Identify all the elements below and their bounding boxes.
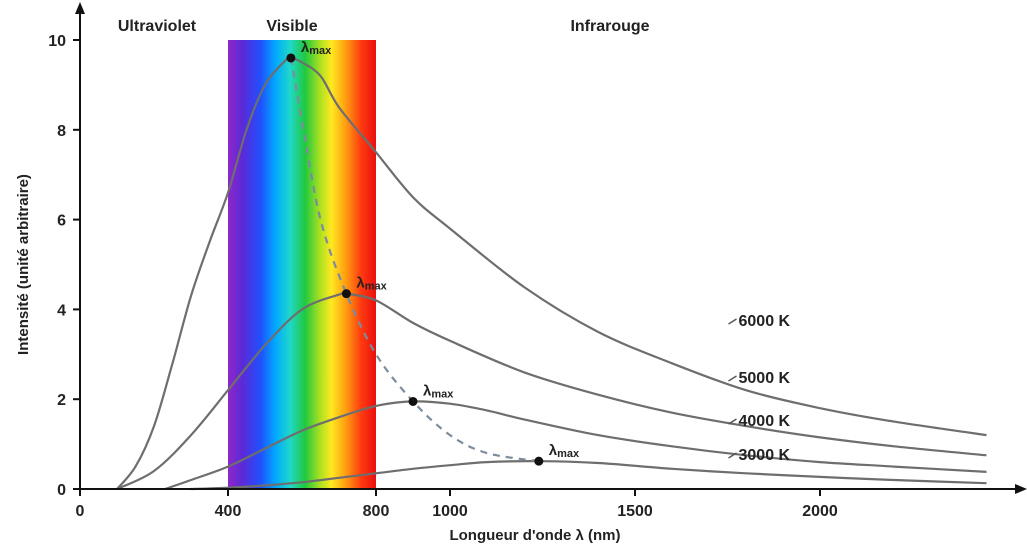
x-tick-label: 800 bbox=[363, 503, 390, 520]
series-labels: 6000 K 5000 K 4000 K 3000 K bbox=[728, 313, 791, 464]
y-tick: 10 bbox=[48, 33, 80, 50]
y-tick: 4 bbox=[57, 302, 80, 319]
x-tick: 1000 bbox=[432, 489, 468, 520]
peak-point bbox=[286, 53, 296, 63]
y-tick-label: 10 bbox=[48, 33, 66, 50]
x-tick-label: 1500 bbox=[617, 503, 653, 520]
peak-label: λmax bbox=[423, 382, 454, 400]
peak-point bbox=[534, 456, 544, 466]
series-label: 5000 K bbox=[728, 370, 791, 387]
series-curve bbox=[116, 291, 987, 490]
x-tick: 0 bbox=[76, 489, 85, 520]
x-tick-label: 400 bbox=[215, 503, 242, 520]
peak-label: λmax bbox=[549, 442, 580, 460]
series-curve bbox=[116, 56, 987, 490]
y-axis-arrow bbox=[75, 2, 85, 14]
y-tick-label: 8 bbox=[57, 123, 66, 140]
x-tick-label: 1000 bbox=[432, 503, 468, 520]
region-label: Infrarouge bbox=[570, 18, 649, 35]
peak-point bbox=[341, 289, 351, 299]
series-curve bbox=[190, 460, 987, 491]
x-ticks: 0 400 800 1000 1500 2000 bbox=[76, 489, 838, 520]
peak-marker: λmax bbox=[534, 442, 580, 466]
series-label: 4000 K bbox=[728, 413, 791, 430]
y-tick-label: 6 bbox=[57, 213, 66, 230]
y-tick-label: 0 bbox=[57, 482, 66, 499]
wien-dashed-curve bbox=[289, 57, 539, 463]
series-curve bbox=[164, 400, 987, 491]
x-tick: 400 bbox=[215, 489, 242, 520]
series-label-text: 6000 K bbox=[739, 313, 791, 330]
x-axis-arrow bbox=[1015, 484, 1027, 494]
y-tick: 6 bbox=[57, 213, 80, 230]
y-tick: 8 bbox=[57, 123, 80, 140]
series-label: 3000 K bbox=[728, 447, 791, 464]
series-label-text: 5000 K bbox=[739, 370, 791, 387]
y-tick: 0 bbox=[57, 482, 80, 499]
x-tick-label: 2000 bbox=[802, 503, 838, 520]
x-tick-label: 0 bbox=[76, 503, 85, 520]
region-label: Visible bbox=[266, 18, 317, 35]
peak-label: λmax bbox=[356, 275, 387, 293]
peak-markers: λmax λmax λmax λmax bbox=[286, 39, 580, 466]
series-label: 6000 K bbox=[728, 313, 791, 330]
x-tick: 800 bbox=[363, 489, 390, 520]
series-label-text: 3000 K bbox=[739, 447, 791, 464]
visible-spectrum-band bbox=[228, 40, 376, 489]
y-ticks: 0 2 4 6 8 10 bbox=[48, 33, 80, 499]
peak-label: λmax bbox=[301, 39, 332, 57]
y-tick-label: 2 bbox=[57, 392, 66, 409]
y-axis-label: Intensité (unité arbitraire) bbox=[15, 174, 32, 355]
peak-marker: λmax bbox=[286, 39, 332, 63]
x-tick: 1500 bbox=[617, 489, 653, 520]
region-label: Ultraviolet bbox=[118, 18, 197, 35]
peak-marker: λmax bbox=[341, 275, 388, 299]
y-tick-label: 4 bbox=[57, 302, 66, 319]
series-label-text: 4000 K bbox=[739, 413, 791, 430]
peak-marker: λmax bbox=[408, 382, 454, 406]
x-tick: 2000 bbox=[802, 489, 838, 520]
peak-point bbox=[408, 396, 418, 406]
y-tick: 2 bbox=[57, 392, 80, 409]
region-labels: Ultraviolet Visible Infrarouge bbox=[118, 18, 650, 35]
series-curves bbox=[116, 56, 987, 491]
x-axis-label: Longueur d'onde λ (nm) bbox=[449, 527, 620, 544]
